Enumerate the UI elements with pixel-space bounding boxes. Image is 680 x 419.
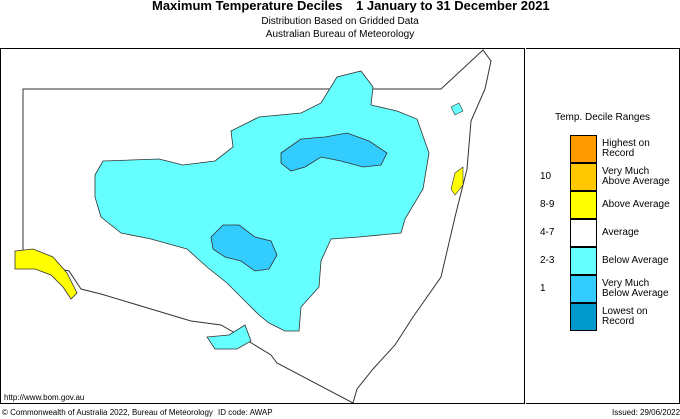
legend-item-very-much-above: 10 Very Much Above Average	[526, 163, 679, 191]
below-average-south-patch	[206, 324, 252, 350]
above-average-coastal-patch	[450, 166, 464, 196]
very-much-below-average-central	[210, 224, 278, 272]
legend-label-2: Record	[602, 316, 635, 327]
footer-id-code: ID code: AWAP	[218, 408, 273, 417]
legend-item-very-much-below: 1 Very Much Below Average	[526, 275, 679, 303]
map-subtitle-1: Distribution Based on Gridded Data	[261, 16, 419, 27]
legend-label-1: Average	[602, 227, 640, 238]
nsw-map	[14, 49, 492, 403]
legend-label-2: Above Average	[602, 176, 670, 187]
legend-label-1: Below Average	[602, 255, 669, 266]
legend-number: 2-3	[540, 255, 555, 266]
legend-label-1: Very Much	[602, 278, 650, 289]
legend-number: 10	[540, 171, 552, 182]
above-average-west	[14, 248, 78, 300]
map-title: Maximum Temperature Deciles	[152, 0, 343, 13]
legend-swatch	[570, 191, 597, 219]
legend-swatch	[570, 163, 597, 191]
legend-swatch	[570, 303, 597, 331]
footer-copyright: © Commonwealth of Australia 2022, Bureau…	[2, 408, 213, 417]
legend-label-2: Below Average	[602, 288, 669, 299]
legend-item-lowest: Lowest on Record	[526, 303, 679, 331]
map-panel	[0, 48, 525, 404]
legend-item-highest: Highest on Record	[526, 135, 679, 163]
map-subtitle-2: Australian Bureau of Meteorology	[265, 29, 415, 40]
footer-issued: Issued: 29/06/2022	[612, 408, 680, 417]
title-block: Maximum Temperature Deciles 1 January to…	[0, 0, 680, 48]
map-period: 1 January to 31 December 2021	[356, 0, 550, 13]
legend-title: Temp. Decile Ranges	[554, 112, 651, 123]
legend-label-1: Highest on	[602, 138, 650, 149]
legend-swatch	[570, 275, 597, 303]
legend-item-above: 8-9 Above Average	[526, 191, 679, 219]
legend-swatch	[570, 135, 597, 163]
legend-number: 4-7	[540, 227, 555, 238]
footer-url[interactable]: http://www.bom.gov.au	[4, 393, 85, 402]
legend-number: 8-9	[540, 199, 555, 210]
below-average-coastal-patch	[450, 102, 464, 116]
legend-label-1: Lowest on	[602, 306, 648, 317]
legend-label-1: Very Much	[602, 166, 650, 177]
legend-number: 1	[540, 283, 546, 294]
legend-swatch	[570, 219, 597, 247]
very-much-below-average-north	[280, 132, 388, 172]
legend-swatch	[570, 247, 597, 275]
legend-item-average: 4-7 Average	[526, 219, 679, 247]
legend-panel: Temp. Decile Ranges Highest on Record 10…	[526, 48, 680, 404]
legend-label-1: Above Average	[602, 199, 670, 210]
legend-label-2: Record	[602, 148, 635, 159]
legend-item-below: 2-3 Below Average	[526, 247, 679, 275]
